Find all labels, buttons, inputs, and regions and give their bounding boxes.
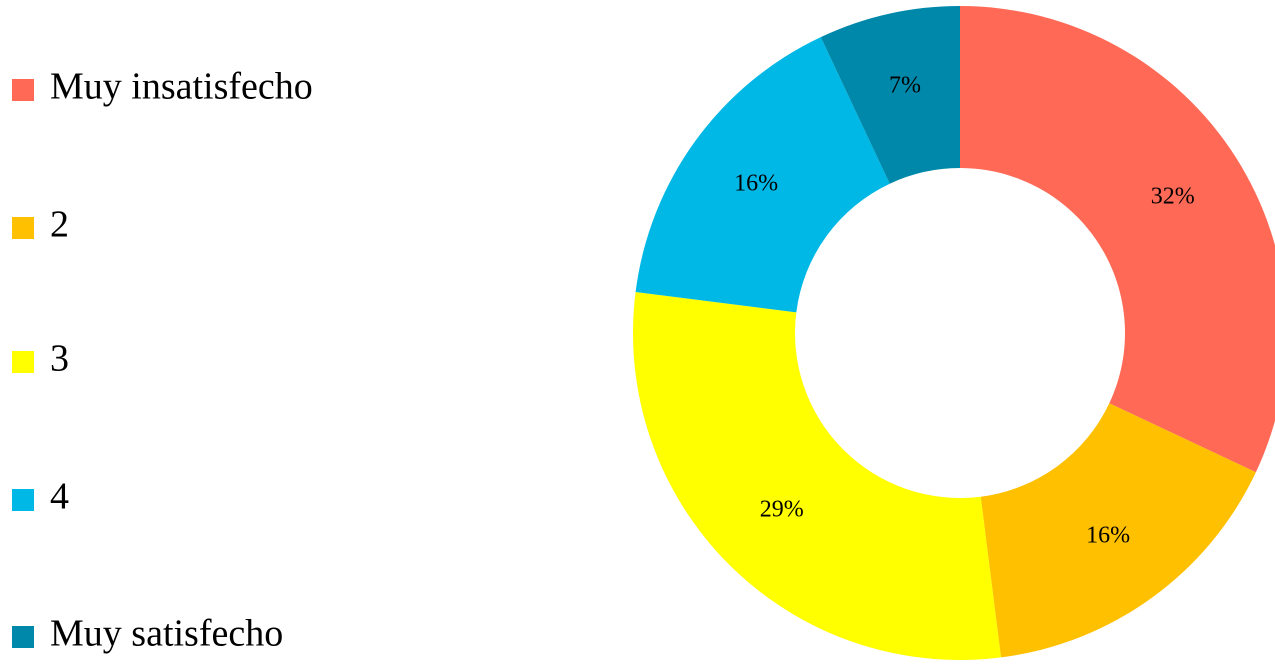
legend-swatch bbox=[12, 79, 34, 101]
data-label: 16% bbox=[734, 170, 778, 196]
donut-segment bbox=[960, 6, 1275, 473]
legend-label: Muy insatisfecho bbox=[50, 66, 313, 108]
donut-segment bbox=[980, 403, 1256, 658]
legend-swatch bbox=[12, 489, 34, 511]
legend-label: Muy satisfecho bbox=[50, 613, 283, 655]
donut-segment bbox=[632, 292, 1001, 660]
data-label: 32% bbox=[1151, 183, 1195, 209]
donut-segment bbox=[635, 37, 890, 313]
legend-label: 2 bbox=[50, 204, 69, 246]
legend-label: 4 bbox=[50, 476, 69, 518]
data-label: 29% bbox=[760, 497, 804, 523]
data-label: 16% bbox=[1086, 522, 1130, 548]
legend-swatch bbox=[12, 626, 34, 648]
legend-swatch bbox=[12, 351, 34, 373]
donut-segment bbox=[820, 6, 960, 184]
legend-label: 3 bbox=[50, 338, 69, 380]
legend-swatch bbox=[12, 217, 34, 239]
data-label: 7% bbox=[889, 73, 921, 99]
